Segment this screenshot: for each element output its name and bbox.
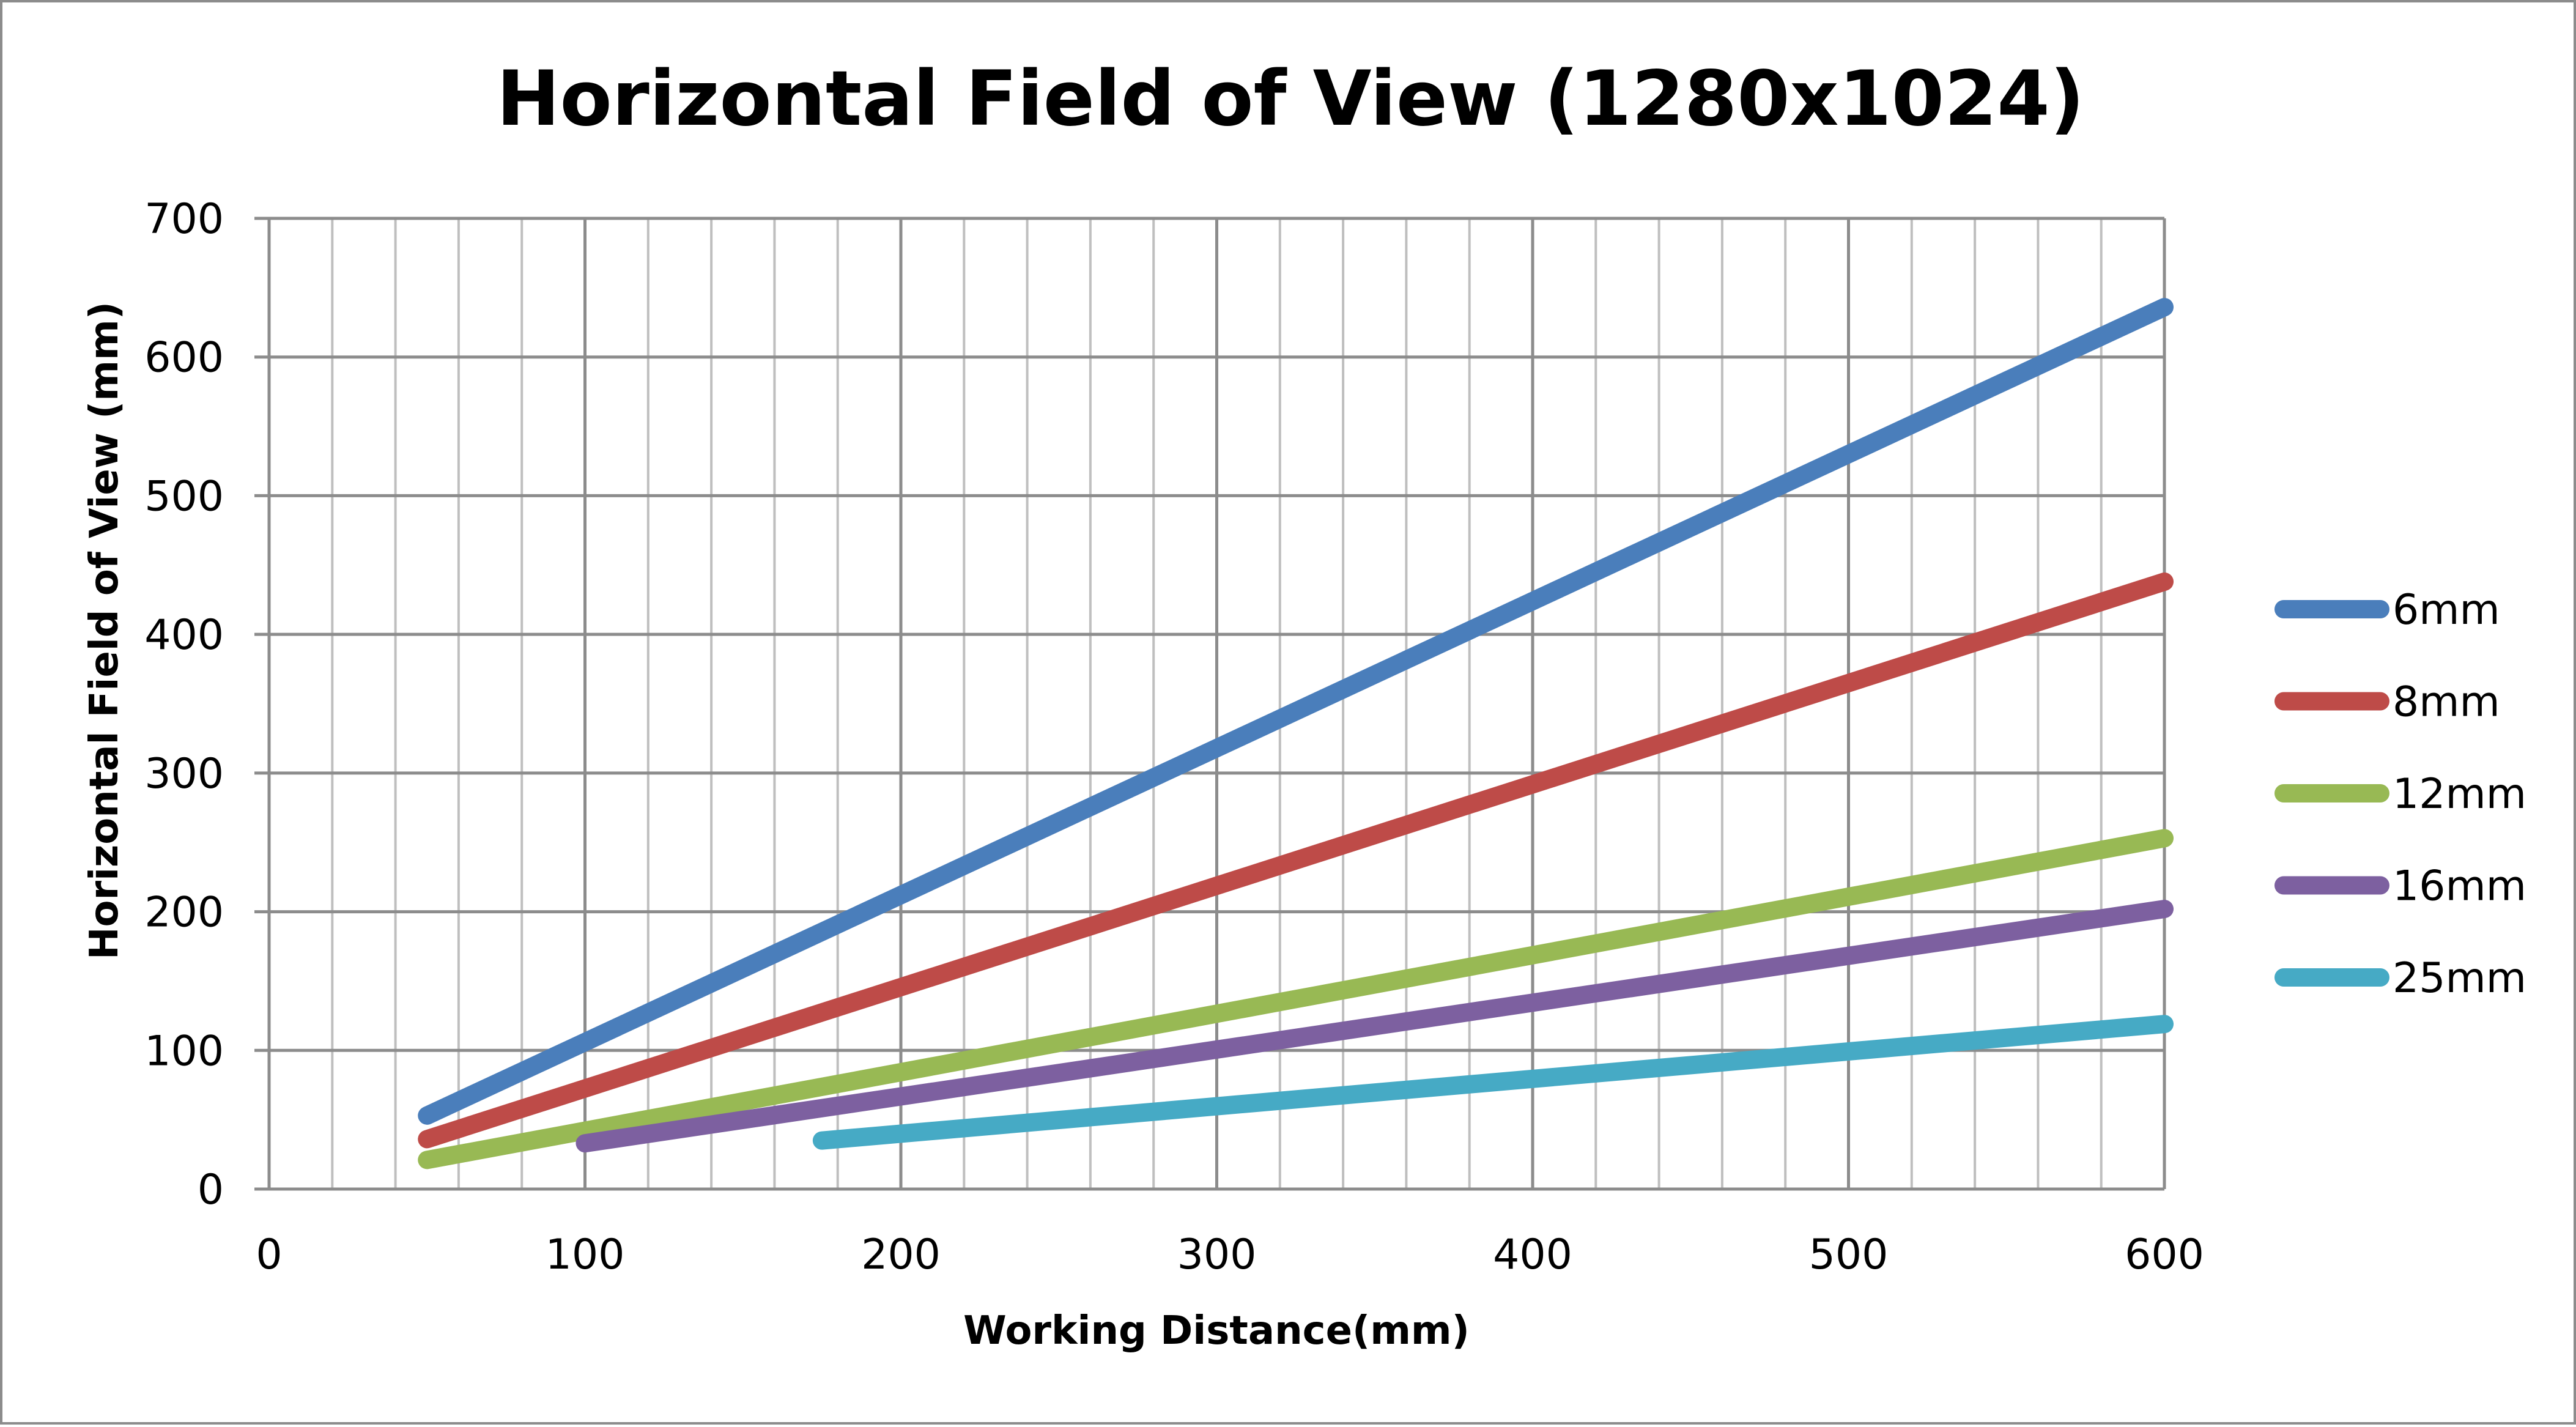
series-lines (418, 298, 2174, 1169)
legend-label-6mm: 6mm (2393, 586, 2500, 634)
y-tick-label: 400 (144, 611, 224, 659)
chart-title: Horizontal Field of View (1280x1024) (497, 55, 2085, 143)
series-line-12mm (418, 829, 2174, 1169)
y-tick-label: 600 (144, 334, 224, 382)
y-tick-label: 300 (144, 750, 224, 798)
series-line-25mm (812, 1015, 2174, 1150)
x-tick-label: 400 (1493, 1231, 1572, 1279)
y-axis-title: Horizontal Field of View (mm) (82, 302, 127, 960)
x-axis-ticks: 0 100 200 300 400 500 600 (256, 1231, 2204, 1279)
legend-label-25mm: 25mm (2393, 954, 2526, 1003)
x-tick-label: 600 (2125, 1231, 2204, 1279)
y-tick-label: 0 (198, 1166, 224, 1214)
y-tick-label: 100 (144, 1027, 224, 1075)
y-tick-label: 200 (144, 889, 224, 937)
x-tick-label: 200 (861, 1231, 941, 1279)
x-tick-label: 500 (1809, 1231, 1889, 1279)
series-line-16mm (576, 900, 2174, 1153)
legend-label-16mm: 16mm (2393, 862, 2526, 911)
y-tick-label: 700 (144, 195, 224, 243)
y-axis-ticks: 0 100 200 300 400 500 600 700 (144, 195, 224, 1214)
x-tick-label: 0 (256, 1231, 282, 1279)
legend-label-12mm: 12mm (2393, 770, 2526, 818)
legend-label-8mm: 8mm (2393, 678, 2500, 727)
legend: 6mm 8mm 12mm 16mm 25mm (2274, 586, 2526, 1003)
x-tick-label: 300 (1177, 1231, 1257, 1279)
series-line-8mm (418, 572, 2174, 1149)
x-tick-label: 100 (546, 1231, 625, 1279)
y-tick-label: 500 (144, 472, 224, 521)
x-axis-title: Working Distance(mm) (963, 1308, 1470, 1354)
series-line-6mm (418, 298, 2174, 1125)
